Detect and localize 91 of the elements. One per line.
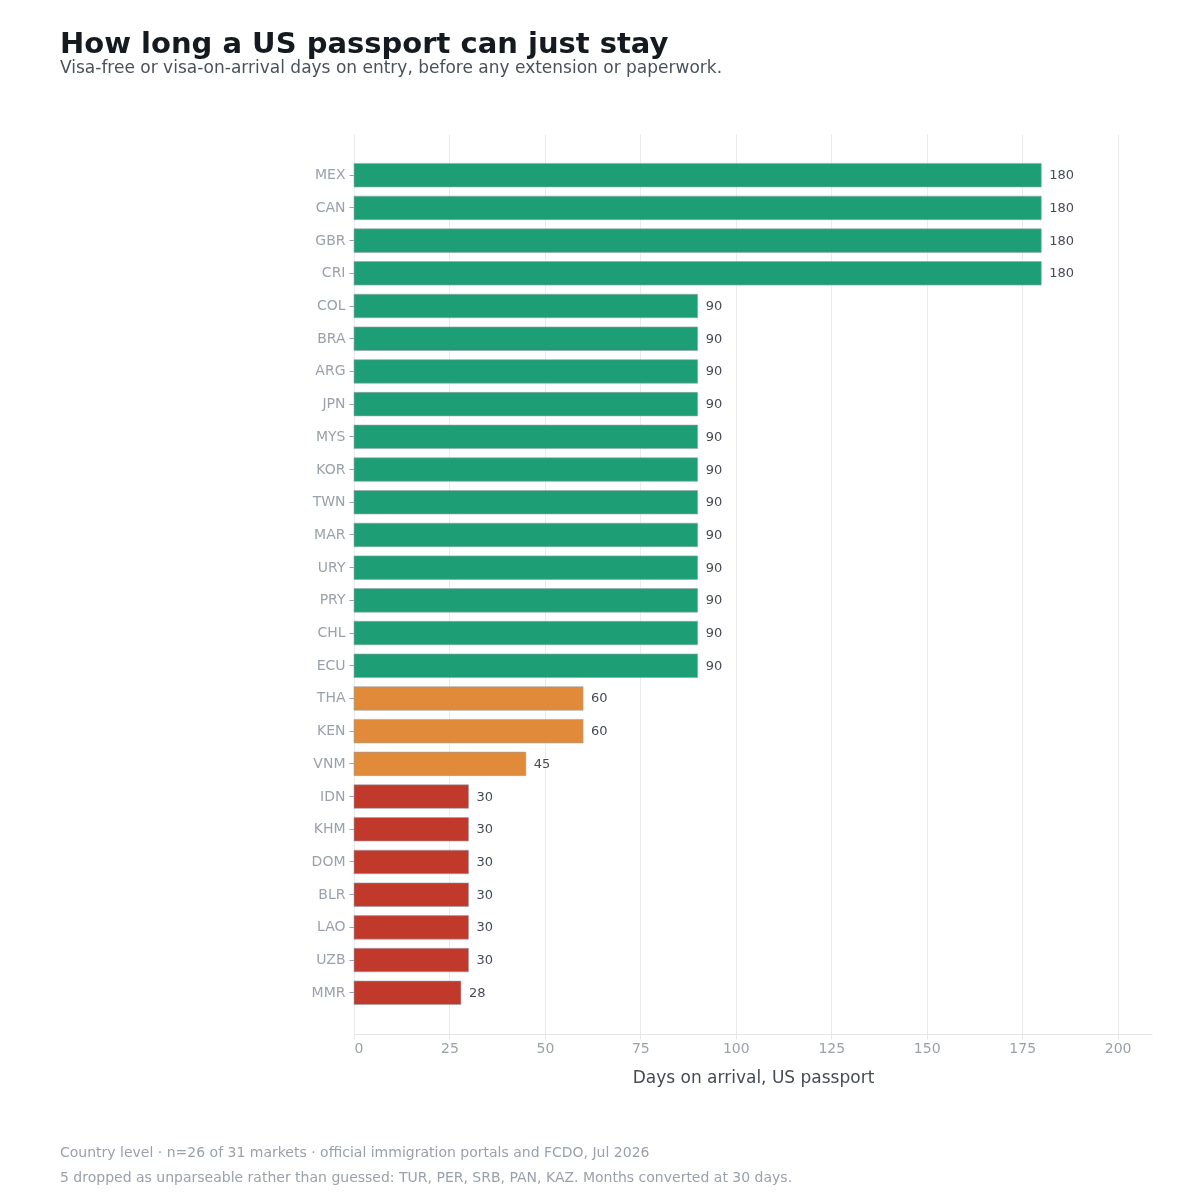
y-tick-label: LAO — [317, 918, 346, 935]
bar — [353, 620, 698, 646]
y-tick-label: CRI — [321, 264, 346, 281]
y-tick-label: BLR — [318, 885, 346, 902]
data-label: 180 — [1049, 199, 1075, 215]
y-tick-label: BRA — [317, 329, 346, 346]
text: Country level · n=26 of 31 markets · official immigration portals and FCDO, Jul 2026 — [60, 1144, 650, 1160]
bar — [353, 261, 1042, 286]
y-tick-label: KEN — [317, 722, 346, 739]
y-tick-label: KOR — [316, 460, 346, 477]
y-tick-label: MMR — [311, 983, 346, 1000]
data-label: 180 — [1049, 167, 1075, 183]
data-label: 90 — [705, 330, 723, 346]
y-tick-label: URY — [317, 558, 346, 575]
y-tick-label: ECU — [316, 656, 346, 673]
data-label: 60 — [591, 690, 608, 706]
x-tick-label: 150 — [913, 1039, 941, 1056]
data-label: 90 — [705, 461, 723, 477]
data-label: 30 — [476, 853, 494, 869]
x-tick-label: 100 — [722, 1039, 750, 1056]
y-tick-label: IDN — [320, 787, 346, 804]
y-tick-label: UZB — [316, 951, 346, 968]
data-label: 90 — [705, 592, 723, 608]
bar — [353, 457, 698, 482]
bar — [353, 293, 698, 319]
y-tick-label: MYS — [315, 427, 346, 444]
bar — [353, 915, 469, 940]
bar — [353, 163, 1042, 188]
data-label: 90 — [705, 298, 723, 314]
data-label: 180 — [1049, 265, 1075, 281]
x-tick-label: 75 — [631, 1039, 650, 1056]
bar — [353, 392, 698, 417]
data-label: 30 — [476, 886, 494, 902]
x-tick-label: 25 — [441, 1039, 459, 1056]
data-label: 30 — [476, 919, 494, 935]
x-axis-title: Days on arrival, US passport — [632, 1066, 875, 1087]
y-tick-label: VNM — [313, 754, 346, 771]
y-tick-label: JPN — [321, 395, 346, 412]
y-tick-label: PRY — [319, 591, 346, 608]
bar — [353, 980, 462, 1005]
bar — [353, 522, 698, 548]
x-tick-label: 200 — [1104, 1039, 1132, 1056]
data-label: 90 — [705, 363, 723, 379]
data-label: 30 — [476, 821, 494, 837]
bar — [353, 849, 469, 875]
bar — [353, 326, 698, 351]
data-label: 30 — [476, 788, 494, 804]
y-tick-label: ARG — [315, 362, 346, 379]
data-label: 90 — [705, 396, 723, 412]
bar — [353, 555, 698, 580]
data-label: 90 — [705, 559, 723, 575]
y-tick-label: MAR — [314, 525, 346, 542]
data-label: 30 — [476, 952, 494, 968]
y-tick-label: TWN — [311, 493, 346, 510]
y-tick-label: THA — [315, 689, 346, 706]
bar — [353, 195, 1042, 220]
x-tick-label: 50 — [536, 1039, 555, 1056]
x-tick-label: 175 — [1009, 1039, 1037, 1056]
data-label: 90 — [705, 428, 723, 444]
bar — [353, 719, 584, 744]
text: 5 dropped as unparseable rather than guessed: TUR, PER, SRB, PAN, KAZ. Months converted at 30 days. — [60, 1169, 793, 1185]
data-label: 28 — [468, 984, 486, 1000]
bar — [353, 359, 698, 384]
y-tick-label: GBR — [315, 231, 346, 248]
y-tick-label: CHL — [317, 624, 346, 641]
data-label: 90 — [705, 657, 723, 673]
y-tick-label: KHM — [313, 820, 346, 837]
bar — [353, 490, 698, 515]
bar — [353, 882, 469, 907]
y-tick-label: MEX — [314, 166, 346, 183]
data-label: 45 — [533, 755, 551, 771]
data-label: 60 — [591, 723, 608, 739]
bar — [353, 751, 527, 776]
chart-title: How long a US passport can just stay — [60, 26, 669, 60]
bar — [353, 784, 469, 809]
bar — [353, 588, 698, 613]
x-tick-label: 125 — [818, 1039, 846, 1056]
y-tick-label: CAN — [315, 198, 346, 215]
x-tick-label: 0 — [354, 1039, 364, 1056]
y-tick-label: COL — [316, 297, 346, 314]
bar — [353, 228, 1042, 253]
data-label: 90 — [705, 526, 723, 542]
data-label: 90 — [705, 494, 723, 510]
bar — [353, 686, 584, 711]
bar — [353, 653, 698, 678]
bar — [353, 424, 698, 449]
data-label: 90 — [705, 625, 723, 641]
data-label: 180 — [1049, 232, 1075, 248]
y-tick-label: DOM — [311, 852, 346, 869]
bar — [353, 948, 469, 973]
bar — [353, 817, 469, 842]
